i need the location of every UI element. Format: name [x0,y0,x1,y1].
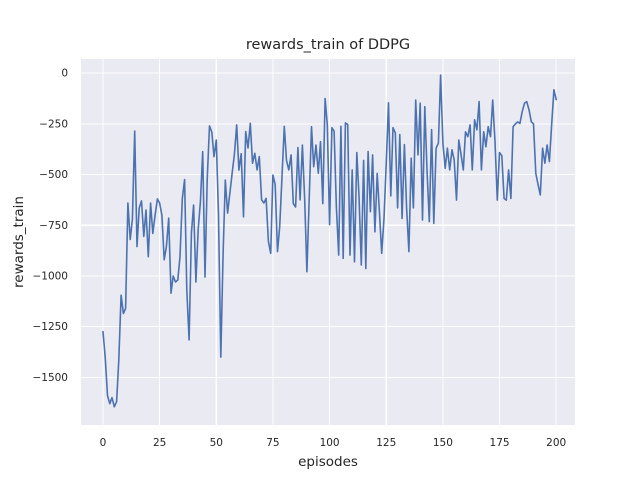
x-tick-label: 150 [433,437,453,449]
chart-title: rewards_train of DDPG [246,37,410,53]
x-tick-label: 125 [376,437,396,449]
rewards-train-line [102,74,558,408]
x-tick-label: 0 [100,437,107,449]
y-tick-label: −1500 [32,372,68,384]
y-tick-label: −1250 [32,321,68,333]
y-tick-label: −500 [39,169,68,181]
x-tick-labels: 0 25 50 75 100 125 150 175 200 [100,437,567,449]
x-tick-label: 25 [153,437,166,449]
x-tick-label: 100 [320,437,340,449]
x-tick-label: 200 [546,437,566,449]
y-tick-labels: 0 −250 −500 −750 −1000 −1250 −1500 [32,68,68,384]
y-tick-label: −750 [39,220,68,232]
y-axis-label: rewards_train [11,196,27,288]
y-tick-label: −1000 [32,270,68,282]
y-tick-label: 0 [61,68,68,80]
x-axis-label: episodes [298,454,358,470]
plot-area [81,59,575,425]
grid-layer [81,59,575,425]
y-tick-label: −250 [39,118,68,130]
x-tick-label: 75 [266,437,279,449]
x-tick-label: 50 [210,437,223,449]
x-tick-label: 175 [490,437,510,449]
